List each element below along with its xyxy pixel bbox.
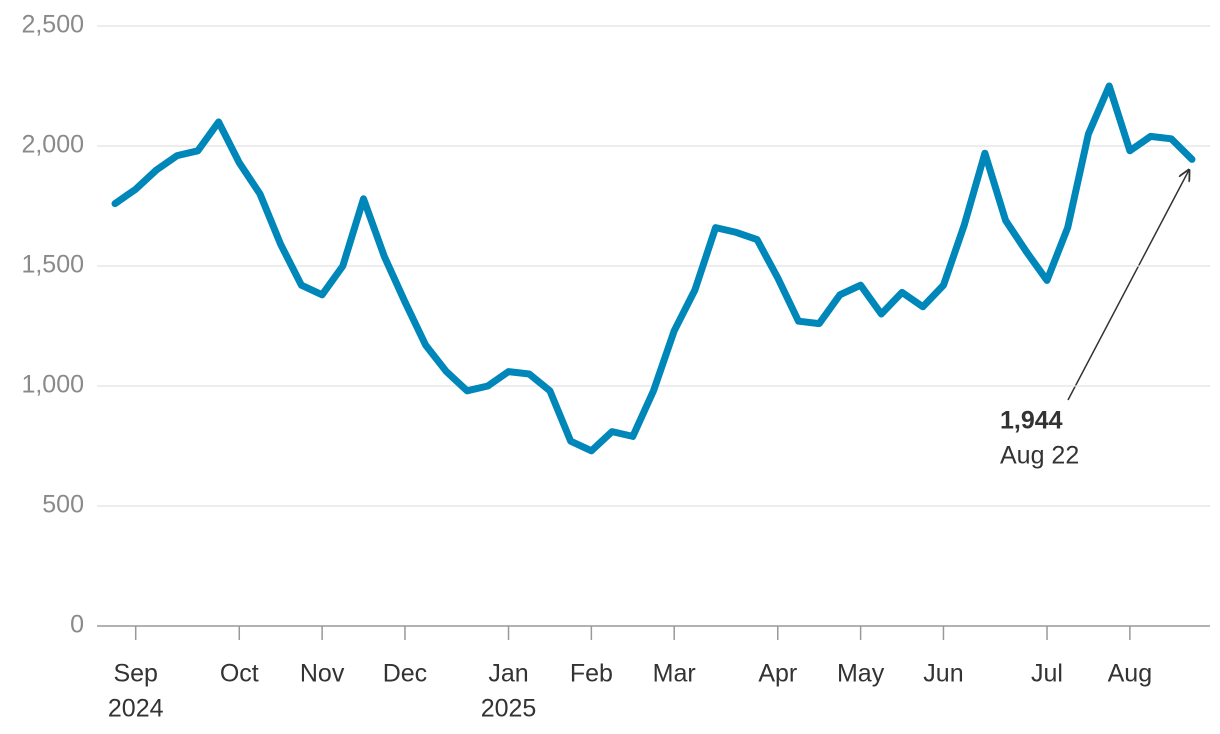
- annotation-leader: [1067, 170, 1189, 401]
- annotation-label: Aug 22: [1000, 442, 1079, 470]
- x-tick-label: May: [837, 660, 885, 688]
- x-year-label: 2025: [481, 695, 537, 723]
- x-tick-label: Feb: [570, 660, 613, 688]
- y-tick-label: 500: [42, 491, 84, 519]
- y-tick-label: 1,000: [21, 371, 84, 399]
- x-tick-label: Jun: [923, 660, 963, 688]
- x-tick-label: Mar: [653, 660, 696, 688]
- x-tick-label: Sep: [113, 660, 157, 688]
- data-line: [111, 82, 1196, 455]
- y-tick-label: 2,000: [21, 131, 84, 159]
- y-tick-label: 2,500: [21, 11, 84, 39]
- x-tick-label: Jul: [1031, 660, 1063, 688]
- x-tick-label: Dec: [383, 660, 427, 688]
- x-tick-label: Oct: [220, 660, 259, 688]
- annotation-value: 1,944: [1000, 407, 1063, 435]
- y-tick-label: 1,500: [21, 251, 84, 279]
- y-tick-label: 0: [70, 611, 84, 639]
- x-tick-label: Jan: [488, 660, 528, 688]
- x-tick-label: Apr: [758, 660, 797, 688]
- x-tick-label: Aug: [1108, 660, 1152, 688]
- x-tick-label: Nov: [300, 660, 345, 688]
- x-year-label: 2024: [108, 695, 164, 723]
